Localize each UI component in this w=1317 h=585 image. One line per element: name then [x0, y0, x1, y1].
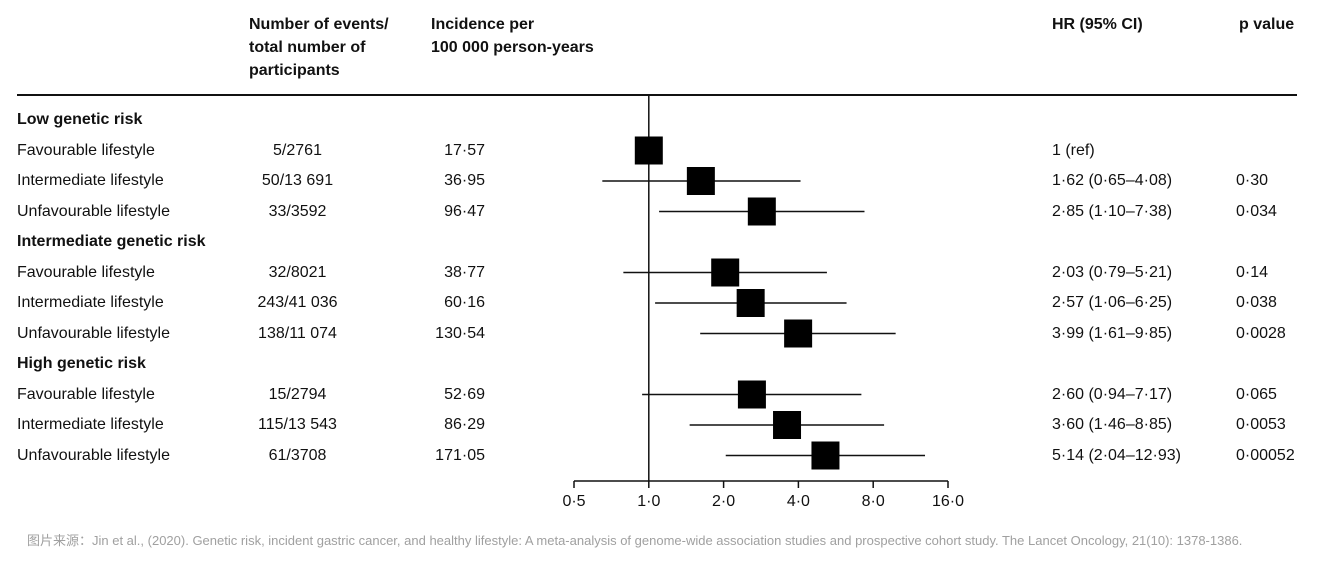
- row-label: Favourable lifestyle: [17, 141, 155, 159]
- x-tick-label: 1·0: [637, 493, 660, 510]
- row-label: Intermediate lifestyle: [17, 172, 164, 189]
- hr-marker: [736, 289, 765, 317]
- events-cell: 33/3592: [268, 202, 327, 220]
- events-cell: 138/11 074: [258, 324, 337, 342]
- source-note: 图片来源：Jin et al., (2020). Genetic risk, i…: [27, 533, 1243, 548]
- incidence-cell: 96·47: [444, 202, 485, 220]
- incidence-cell: 17·57: [444, 141, 485, 159]
- table-row: Intermediate lifestyle 50/13 691 36·95 1·62…: [0, 166, 1317, 196]
- group-row: Low genetic risk: [0, 105, 1317, 135]
- group-row: Intermediate genetic risk: [0, 227, 1317, 257]
- hr-marker: [811, 441, 840, 470]
- group-row: High genetic risk: [0, 349, 1317, 379]
- p-value-cell: 0·038: [1236, 294, 1277, 311]
- incidence-cell: 130·54: [435, 324, 485, 342]
- table-row: Favourable lifestyle 5/2761 17·57 1 (ref): [0, 136, 1317, 166]
- p-value-cell: 0·0028: [1236, 324, 1286, 342]
- row-label: Intermediate lifestyle: [17, 294, 164, 311]
- row-label: Unfavourable lifestyle: [17, 446, 170, 464]
- row-label: Favourable lifestyle: [17, 263, 155, 281]
- hr-marker: [686, 167, 715, 195]
- x-tick-label: 2·0: [712, 493, 735, 510]
- group-label: Intermediate genetic risk: [17, 233, 206, 250]
- group-label: Low genetic risk: [17, 111, 143, 128]
- events-cell: 15/2794: [268, 385, 327, 403]
- p-value-column-header: p value: [1239, 16, 1295, 33]
- group-label: High genetic risk: [17, 355, 146, 372]
- x-tick-label: 4·0: [787, 493, 810, 510]
- events-cell: 243/41 036: [257, 294, 338, 311]
- row-label: Intermediate lifestyle: [17, 416, 164, 433]
- row-label: Unfavourable lifestyle: [17, 324, 170, 342]
- row-label: Favourable lifestyle: [17, 385, 155, 403]
- events-cell: 50/13 691: [261, 172, 334, 189]
- incidence-cell: 36·95: [444, 172, 485, 189]
- hr-column-header: HR (95% CI): [1052, 16, 1143, 33]
- x-tick-label: 8·0: [862, 493, 885, 510]
- p-value-cell: 0·0053: [1236, 416, 1286, 433]
- hr-marker: [747, 197, 776, 226]
- table-row: Intermediate lifestyle 115/13 543 86·29 3·6…: [0, 410, 1317, 440]
- p-value-cell: 0·30: [1236, 172, 1269, 189]
- p-value-cell: 0·034: [1236, 202, 1277, 220]
- p-value-cell: 0·065: [1236, 385, 1277, 403]
- table-row: Unfavourable lifestyle 61/3708 171·05 5·14 …: [0, 441, 1317, 471]
- p-value-cell: 0·00052: [1236, 446, 1295, 464]
- incidence-cell: 52·69: [444, 385, 485, 403]
- table-row: Unfavourable lifestyle 138/11 074 130·54 3·…: [0, 319, 1317, 349]
- row-label: Unfavourable lifestyle: [17, 202, 170, 220]
- table-row: Unfavourable lifestyle 33/3592 96·47 2·85 (…: [0, 197, 1317, 227]
- incidence-cell: 60·16: [444, 294, 485, 311]
- hr-ci-cell: 2·03 (0·79–5·21): [1052, 263, 1173, 281]
- hr-ci-cell: 5·14 (2·04–12·93): [1052, 446, 1181, 464]
- hr-ci-cell: 2·85 (1·10–7·38): [1052, 202, 1173, 220]
- table-row: Favourable lifestyle 32/8021 38·77 2·03 (0·…: [0, 258, 1317, 288]
- hr-marker: [711, 258, 740, 287]
- hr-ci-cell: 2·57 (1·06–6·25): [1052, 294, 1173, 311]
- events-cell: 61/3708: [268, 446, 327, 464]
- hr-ci-cell: 3·60 (1·46–8·85): [1052, 416, 1173, 433]
- incidence-cell: 38·77: [444, 263, 485, 281]
- x-tick-label: 16·0: [932, 493, 964, 510]
- hr-marker: [784, 319, 813, 348]
- hr-ci-cell: 1 (ref): [1052, 141, 1095, 159]
- table-row: Intermediate lifestyle 243/41 036 60·16 2·5…: [0, 288, 1317, 318]
- hr-ci-cell: 2·60 (0·94–7·17): [1052, 385, 1173, 403]
- incidence-cell: 86·29: [444, 416, 485, 433]
- header-divider: [17, 94, 1297, 96]
- p-value-cell: 0·14: [1236, 263, 1269, 281]
- hr-marker: [773, 411, 802, 439]
- hr-ci-cell: 3·99 (1·61–9·85): [1052, 324, 1173, 342]
- events-cell: 32/8021: [268, 263, 327, 281]
- events-cell: 115/13 543: [258, 416, 337, 433]
- events-cell: 5/2761: [273, 141, 322, 159]
- events-column-header: Number of events/ total number of partic…: [249, 16, 389, 79]
- incidence-cell: 171·05: [435, 446, 485, 464]
- hr-marker: [737, 380, 766, 409]
- x-tick-label: 0·5: [562, 493, 585, 510]
- table-row: Favourable lifestyle 15/2794 52·69 2·60 (0·…: [0, 380, 1317, 410]
- hr-ci-cell: 1·62 (0·65–4·08): [1052, 172, 1173, 189]
- hr-marker: [634, 136, 663, 165]
- incidence-column-header: Incidence per 100 000 person-years: [431, 16, 594, 56]
